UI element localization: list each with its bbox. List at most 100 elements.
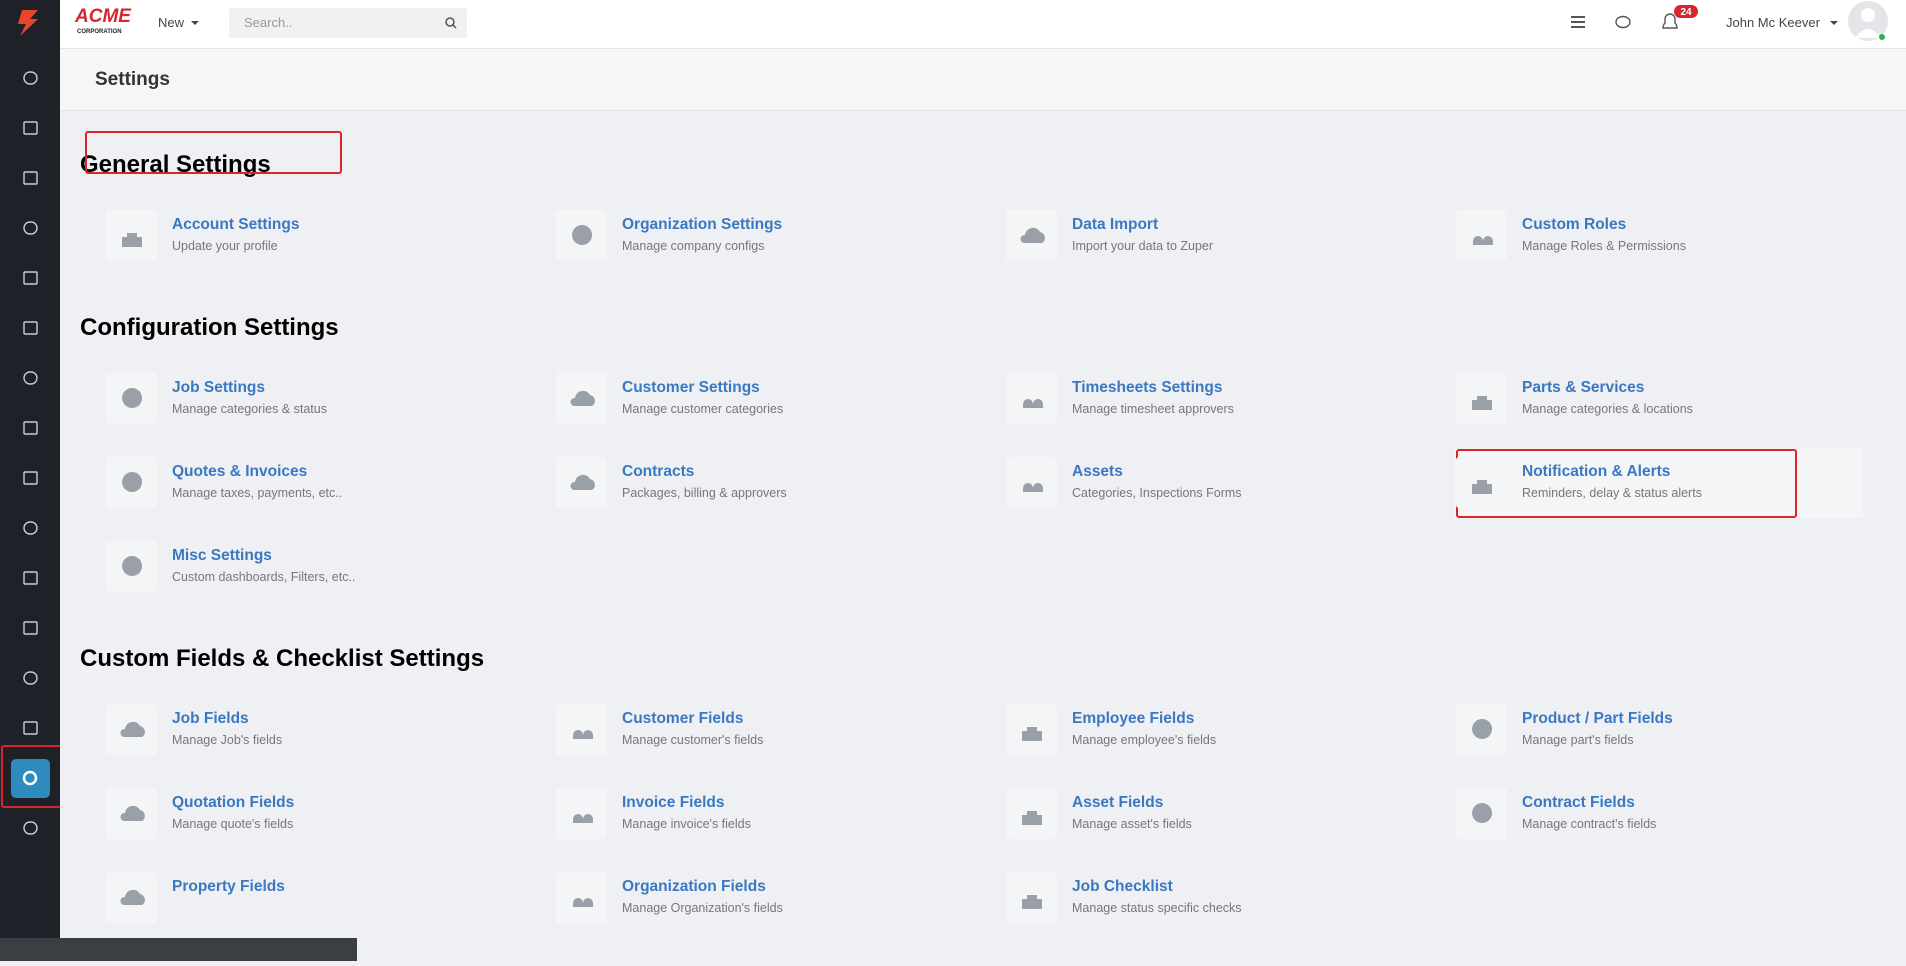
settings-card: General Settings Account Settings Update y… xyxy=(80,151,1882,294)
item-title[interactable]: Contract Fields xyxy=(1522,793,1635,811)
item-subtitle: Manage categories & status xyxy=(172,401,327,416)
settings-item[interactable]: Misc Settings Custom dashboards, Filters,… xyxy=(106,540,556,625)
icon-graphic xyxy=(121,233,142,248)
settings-item[interactable]: Organization Fields Manage Organization's… xyxy=(556,871,1006,956)
item-title[interactable]: Job Settings xyxy=(172,378,266,396)
nav-icon[interactable] xyxy=(23,221,38,235)
settings-item[interactable]: Parts & Services Manage categories & loca… xyxy=(1456,372,1906,457)
settings-item[interactable]: Property Fields xyxy=(106,871,556,956)
item-text: Assets Categories, Inspections Forms xyxy=(1072,463,1242,500)
settings-item[interactable]: Customer Settings Manage customer categor… xyxy=(556,372,1006,457)
item-title[interactable]: Data Import xyxy=(1072,215,1159,233)
icon-shape xyxy=(1021,895,1042,910)
settings-item[interactable]: Job Fields Manage Job's fields xyxy=(106,703,556,788)
nav-icon[interactable] xyxy=(23,71,38,85)
item-title[interactable]: Customer Fields xyxy=(622,709,744,727)
item-title[interactable]: Quotation Fields xyxy=(172,793,295,811)
icon-graphic xyxy=(571,225,592,246)
icon-shape xyxy=(569,391,595,407)
item-text: Data Import Import your data to Zuper xyxy=(1072,216,1213,253)
item-title[interactable]: Parts & Services xyxy=(1522,378,1645,396)
settings-item[interactable]: Data Import Import your data to Zuper xyxy=(1006,209,1456,294)
search-box[interactable] xyxy=(229,8,467,38)
nav-icon[interactable] xyxy=(23,371,38,385)
settings-item[interactable]: Assets Categories, Inspections Forms xyxy=(1006,456,1456,541)
item-title[interactable]: Contracts xyxy=(622,462,695,480)
bell-icon[interactable] xyxy=(1662,13,1678,29)
settings-item[interactable]: Asset Fields Manage asset's fields xyxy=(1006,787,1456,872)
item-subtitle: Manage Organization's fields xyxy=(622,900,783,915)
item-subtitle: Reminders, delay & status alerts xyxy=(1522,485,1702,500)
item-title[interactable]: Customer Settings xyxy=(622,378,760,396)
logo[interactable]: ACME CORPORATION xyxy=(74,6,132,35)
item-title[interactable]: Account Settings xyxy=(172,215,300,233)
icon-graphic xyxy=(1019,228,1045,244)
nav-icon[interactable] xyxy=(23,121,38,135)
item-title[interactable]: Quotes & Invoices xyxy=(172,462,308,480)
item-subtitle: Manage categories & locations xyxy=(1522,401,1693,416)
icon-shape xyxy=(572,814,593,824)
item-icon xyxy=(106,703,157,755)
user-name[interactable]: John Mc Keever xyxy=(1726,15,1821,30)
item-text: Notification & Alerts Reminders, delay & … xyxy=(1522,463,1702,500)
icon-shape xyxy=(119,722,145,738)
nav-icon[interactable] xyxy=(23,321,38,335)
item-title[interactable]: Custom Roles xyxy=(1522,215,1627,233)
settings-item[interactable]: Employee Fields Manage employee's fields xyxy=(1006,703,1456,788)
nav-icon[interactable] xyxy=(23,571,38,585)
settings-item[interactable]: Invoice Fields Manage invoice's fields xyxy=(556,787,1006,872)
settings-item[interactable]: Organization Settings Manage company conf… xyxy=(556,209,1006,294)
icon-shape xyxy=(1022,483,1043,493)
settings-item[interactable]: Notification & Alerts Reminders, delay & … xyxy=(1454,448,1906,541)
search-icon[interactable] xyxy=(445,17,455,27)
chat-icon[interactable] xyxy=(1615,15,1631,29)
settings-item[interactable]: Quotation Fields Manage quote's fields xyxy=(106,787,556,872)
item-icon xyxy=(106,540,157,592)
nav-icon[interactable] xyxy=(23,421,38,435)
settings-item[interactable]: Account Settings Update your profile xyxy=(106,209,556,294)
item-title[interactable]: Organization Fields xyxy=(622,877,766,895)
app-logo[interactable] xyxy=(18,10,38,36)
new-button[interactable]: New xyxy=(158,15,185,30)
nav-icon[interactable] xyxy=(23,671,38,685)
item-title[interactable]: Employee Fields xyxy=(1072,709,1195,727)
nav-icon[interactable] xyxy=(23,171,38,185)
nav-icon[interactable] xyxy=(23,471,38,485)
settings-nav-icon[interactable] xyxy=(22,770,38,786)
nav-icon[interactable] xyxy=(23,821,38,835)
settings-item[interactable]: Job Settings Manage categories & status xyxy=(106,372,556,457)
item-title[interactable]: Timesheets Settings xyxy=(1072,378,1223,396)
item-title[interactable]: Invoice Fields xyxy=(622,793,725,811)
item-title[interactable]: Organization Settings xyxy=(622,215,783,233)
nav-icon[interactable] xyxy=(23,721,38,735)
settings-item[interactable]: Custom Roles Manage Roles & Permissions xyxy=(1456,209,1906,294)
item-icon xyxy=(106,871,157,923)
settings-item[interactable]: Timesheets Settings Manage timesheet appr… xyxy=(1006,372,1456,457)
nav-icon[interactable] xyxy=(23,271,38,285)
item-title[interactable]: Assets xyxy=(1072,462,1123,480)
item-title[interactable]: Property Fields xyxy=(172,877,285,895)
settings-item[interactable]: Customer Fields Manage customer's fields xyxy=(556,703,1006,788)
item-title[interactable]: Notification & Alerts xyxy=(1522,462,1671,480)
item-icon xyxy=(1456,787,1507,839)
item-title[interactable]: Asset Fields xyxy=(1072,793,1164,811)
icon-graphic xyxy=(119,806,145,822)
item-text: Organization Settings Manage company conf… xyxy=(622,216,782,253)
nav-icon[interactable] xyxy=(23,521,38,535)
status-bar xyxy=(0,938,357,961)
item-text: Customer Fields Manage customer's fields xyxy=(622,710,763,747)
nav-icon[interactable] xyxy=(23,621,38,635)
item-title[interactable]: Job Fields xyxy=(172,709,249,727)
item-icon xyxy=(1456,209,1507,261)
settings-item[interactable]: Contract Fields Manage contract's fields xyxy=(1456,787,1906,872)
item-title[interactable]: Misc Settings xyxy=(172,546,272,564)
settings-item[interactable]: Product / Part Fields Manage part's field… xyxy=(1456,703,1906,788)
settings-item[interactable]: Job Checklist Manage status specific chec… xyxy=(1006,871,1456,956)
item-title[interactable]: Job Checklist xyxy=(1072,877,1173,895)
settings-item[interactable]: Contracts Packages, billing & approvers xyxy=(556,456,1006,541)
online-dot xyxy=(1879,34,1885,40)
item-subtitle: Update your profile xyxy=(172,238,278,253)
settings-item[interactable]: Quotes & Invoices Manage taxes, payments,… xyxy=(106,456,556,541)
item-title[interactable]: Product / Part Fields xyxy=(1522,709,1673,727)
list-icon[interactable] xyxy=(1571,16,1585,28)
